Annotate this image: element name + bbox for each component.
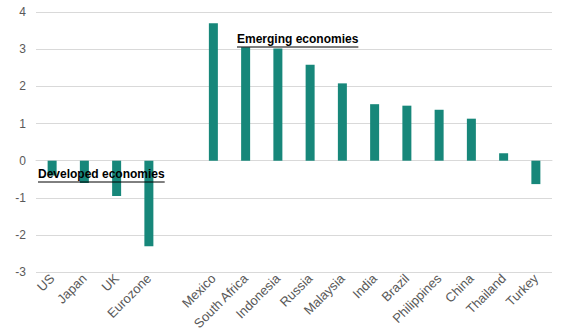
svg-text:South Africa: South Africa [190,270,251,331]
svg-text:2: 2 [19,79,26,93]
svg-text:Japan: Japan [54,271,90,307]
svg-text:0: 0 [19,154,26,168]
svg-text:-3: -3 [15,265,26,279]
svg-text:Indonesia: Indonesia [233,270,284,321]
svg-text:US: US [34,271,58,295]
svg-text:4: 4 [19,5,26,19]
svg-text:Malaysia: Malaysia [301,270,348,317]
svg-text:Thailand: Thailand [463,271,509,317]
svg-text:Emerging economies: Emerging economies [237,32,359,46]
svg-text:3: 3 [19,42,26,56]
svg-text:Philippines: Philippines [389,271,444,326]
svg-text:Brazil: Brazil [378,270,413,305]
svg-text:Mexico: Mexico [179,270,219,311]
svg-text:India: India [349,270,380,301]
svg-text:1: 1 [19,117,26,131]
svg-text:UK: UK [99,271,123,295]
svg-text:Turkey: Turkey [503,271,542,310]
svg-text:Eurozone: Eurozone [104,271,154,321]
svg-text:-1: -1 [15,191,26,205]
svg-text:-2: -2 [15,228,26,242]
svg-text:Developed economies: Developed economies [38,167,165,181]
svg-text:Russia: Russia [276,270,316,310]
svg-text:China: China [442,270,477,306]
